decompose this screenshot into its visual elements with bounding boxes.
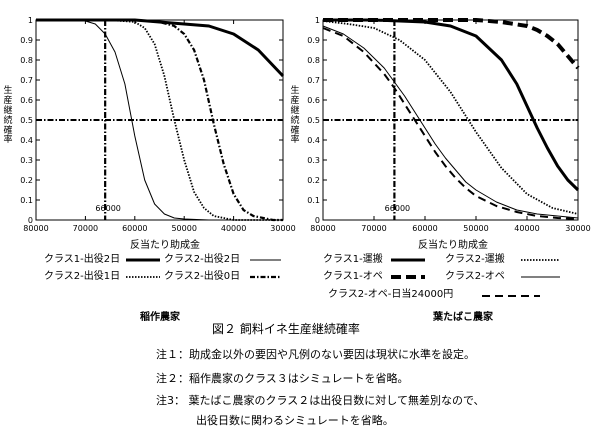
- reference-x-label: 66000: [95, 204, 120, 213]
- series-line: [36, 19, 283, 221]
- legend-label: クラス1-運搬: [323, 254, 383, 265]
- x-tick-label: 40000: [221, 224, 246, 233]
- y-tick-label: 0.7: [20, 76, 33, 85]
- y-tick-label: 0.1: [307, 196, 320, 205]
- legend-label: クラス2-出役0日: [164, 271, 241, 282]
- y-axis-label: 生産継続確率: [290, 86, 300, 146]
- x-tick-label: 70000: [73, 224, 98, 233]
- series-line: [323, 18, 580, 192]
- y-tick-label: 0: [315, 216, 320, 225]
- legend-label: クラス2-オペ: [445, 271, 505, 282]
- y-tick-label: 0.3: [20, 156, 33, 165]
- y-axis-label: 生産継続確率: [3, 86, 13, 146]
- legend-label: クラス1-出役2日: [44, 254, 121, 265]
- figure-note: 注１：助成金以外の要因や凡例のない要因は現状に水準を設定。: [156, 348, 475, 361]
- x-tick-label: 30000: [270, 224, 295, 233]
- series-line: [323, 18, 580, 70]
- x-axis-label: 反当たり助成金: [418, 240, 488, 251]
- y-tick-label: 0.8: [307, 56, 320, 65]
- series-line: [322, 20, 579, 215]
- chart-2: [322, 18, 580, 221]
- x-tick-label: 50000: [171, 224, 196, 233]
- x-axis-label: 反当たり助成金: [130, 240, 200, 251]
- y-tick-label: 0.1: [20, 196, 33, 205]
- series-line: [322, 27, 579, 220]
- y-tick-label: 0.4: [307, 136, 320, 145]
- y-tick-label: 0.7: [307, 76, 320, 85]
- chart-caption: 葉たばこ農家: [433, 312, 493, 323]
- x-tick-label: 80000: [310, 224, 335, 233]
- figure-note: 注２：稲作農家のクラス３はシミュレートを省略。: [156, 372, 409, 385]
- series-line: [322, 25, 579, 219]
- x-tick-label: 70000: [361, 224, 386, 233]
- legend-label: クラス2-出役2日: [164, 254, 241, 265]
- y-tick-label: 0.2: [307, 176, 320, 185]
- series-line: [36, 19, 283, 221]
- x-tick-label: 40000: [514, 224, 539, 233]
- x-tick-label: 50000: [463, 224, 488, 233]
- y-tick-label: 0.5: [307, 116, 320, 125]
- x-tick-label: 80000: [23, 224, 48, 233]
- y-tick-label: 0.5: [20, 116, 33, 125]
- reference-x-label: 66000: [385, 204, 410, 213]
- y-tick-label: 0.3: [307, 156, 320, 165]
- legend-label: クラス2-運搬: [445, 254, 505, 265]
- y-tick-label: 1: [315, 16, 320, 25]
- series-line: [36, 18, 285, 78]
- y-tick-label: 0.6: [307, 96, 320, 105]
- y-tick-label: 0.9: [307, 36, 320, 45]
- legend-label: クラス2-オペ-日当24000円: [328, 289, 454, 300]
- y-tick-label: 0: [28, 216, 33, 225]
- legend-label: クラス1-オペ: [323, 271, 383, 282]
- series-line: [36, 18, 283, 222]
- legend-label: クラス2-出役1日: [44, 271, 121, 282]
- figure-note: 出役日数に関わるシミュレートを省略。: [196, 414, 394, 427]
- x-tick-label: 60000: [122, 224, 147, 233]
- y-tick-label: 0.8: [20, 56, 33, 65]
- x-tick-label: 60000: [412, 224, 437, 233]
- y-tick-label: 0.6: [20, 96, 33, 105]
- figure-note: 注3： 葉たばこ農家のクラス２は出役日数に対して無差別なので、: [156, 394, 485, 407]
- y-tick-label: 0.4: [20, 136, 33, 145]
- chart-1: [35, 18, 285, 222]
- chart-caption: 稲作農家: [140, 312, 180, 323]
- figure-title: 図２ 飼料イネ生産継続確率: [212, 322, 360, 336]
- x-tick-label: 30000: [565, 224, 590, 233]
- y-tick-label: 1: [28, 16, 33, 25]
- y-tick-label: 0.2: [20, 176, 33, 185]
- y-tick-label: 0.9: [20, 36, 33, 45]
